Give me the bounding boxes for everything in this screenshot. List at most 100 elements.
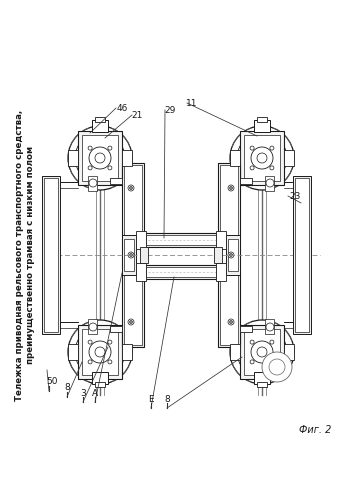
Circle shape bbox=[250, 360, 254, 364]
Circle shape bbox=[266, 179, 274, 187]
Circle shape bbox=[92, 344, 108, 360]
Bar bbox=[110, 178, 122, 184]
Circle shape bbox=[250, 166, 254, 170]
Circle shape bbox=[88, 340, 92, 344]
Circle shape bbox=[84, 336, 116, 368]
Bar bbox=[230, 150, 240, 166]
Bar bbox=[295, 178, 309, 332]
Bar bbox=[218, 163, 240, 347]
Bar bbox=[44, 178, 58, 332]
Circle shape bbox=[84, 142, 116, 174]
Bar bbox=[82, 135, 118, 181]
Circle shape bbox=[250, 146, 254, 150]
Bar bbox=[240, 325, 284, 379]
Circle shape bbox=[259, 155, 265, 161]
Bar bbox=[92, 372, 108, 384]
Bar bbox=[257, 117, 267, 122]
Text: 29: 29 bbox=[164, 105, 175, 114]
Circle shape bbox=[97, 155, 103, 161]
Text: 8: 8 bbox=[64, 384, 70, 393]
Bar bbox=[122, 150, 132, 166]
Bar bbox=[214, 247, 222, 263]
Bar bbox=[265, 319, 274, 334]
Circle shape bbox=[250, 340, 254, 344]
Circle shape bbox=[108, 166, 112, 170]
Circle shape bbox=[89, 179, 97, 187]
Text: А: А bbox=[92, 389, 98, 398]
Circle shape bbox=[128, 319, 134, 325]
Circle shape bbox=[270, 340, 274, 344]
Bar bbox=[124, 239, 134, 271]
Circle shape bbox=[229, 187, 233, 190]
Circle shape bbox=[75, 133, 125, 183]
Text: 11: 11 bbox=[186, 98, 197, 107]
Circle shape bbox=[237, 327, 287, 377]
Bar bbox=[144, 233, 218, 247]
Circle shape bbox=[228, 252, 234, 258]
Bar bbox=[78, 131, 122, 185]
Circle shape bbox=[95, 153, 105, 163]
Bar bbox=[293, 176, 311, 334]
Circle shape bbox=[68, 320, 132, 384]
Circle shape bbox=[92, 150, 108, 166]
Circle shape bbox=[128, 185, 134, 191]
Circle shape bbox=[97, 349, 103, 355]
Circle shape bbox=[75, 327, 125, 377]
Circle shape bbox=[89, 147, 111, 169]
Text: Фиг. 2: Фиг. 2 bbox=[299, 425, 331, 435]
Bar bbox=[220, 165, 238, 345]
Circle shape bbox=[262, 352, 292, 382]
Circle shape bbox=[257, 347, 267, 357]
Bar bbox=[240, 131, 284, 185]
Circle shape bbox=[251, 147, 273, 169]
Circle shape bbox=[108, 340, 112, 344]
Bar bbox=[42, 176, 60, 334]
Text: 46: 46 bbox=[117, 103, 128, 112]
Bar bbox=[254, 120, 270, 132]
Bar bbox=[254, 372, 270, 384]
Bar bbox=[110, 326, 122, 332]
Bar bbox=[230, 344, 240, 360]
Bar bbox=[140, 247, 148, 263]
Bar bbox=[68, 150, 78, 166]
Bar bbox=[284, 150, 294, 166]
Circle shape bbox=[108, 360, 112, 364]
Text: 3: 3 bbox=[80, 389, 86, 398]
Bar bbox=[122, 235, 136, 275]
Circle shape bbox=[108, 146, 112, 150]
Bar bbox=[68, 344, 78, 360]
Circle shape bbox=[228, 185, 234, 191]
Circle shape bbox=[88, 360, 92, 364]
Bar bbox=[88, 319, 97, 334]
Circle shape bbox=[130, 320, 132, 323]
Circle shape bbox=[257, 153, 267, 163]
Circle shape bbox=[230, 126, 294, 190]
Bar bbox=[146, 235, 216, 245]
Text: 8: 8 bbox=[164, 395, 170, 404]
Circle shape bbox=[270, 146, 274, 150]
Bar bbox=[216, 231, 226, 249]
Circle shape bbox=[269, 359, 285, 375]
Circle shape bbox=[270, 166, 274, 170]
Circle shape bbox=[228, 319, 234, 325]
Bar bbox=[228, 239, 238, 271]
Circle shape bbox=[246, 142, 278, 174]
Circle shape bbox=[254, 344, 270, 360]
Bar bbox=[82, 329, 118, 375]
Bar bbox=[136, 231, 146, 249]
Text: 50: 50 bbox=[46, 378, 58, 387]
Circle shape bbox=[237, 133, 287, 183]
Bar bbox=[124, 165, 142, 345]
Bar bbox=[95, 382, 105, 387]
Bar bbox=[144, 265, 218, 279]
Text: 23: 23 bbox=[289, 192, 300, 201]
Bar bbox=[257, 382, 267, 387]
Circle shape bbox=[270, 360, 274, 364]
Circle shape bbox=[68, 126, 132, 190]
Circle shape bbox=[95, 347, 105, 357]
Circle shape bbox=[246, 336, 278, 368]
Circle shape bbox=[89, 341, 111, 363]
Bar bbox=[240, 326, 252, 332]
Bar bbox=[265, 176, 274, 191]
Bar bbox=[226, 235, 240, 275]
